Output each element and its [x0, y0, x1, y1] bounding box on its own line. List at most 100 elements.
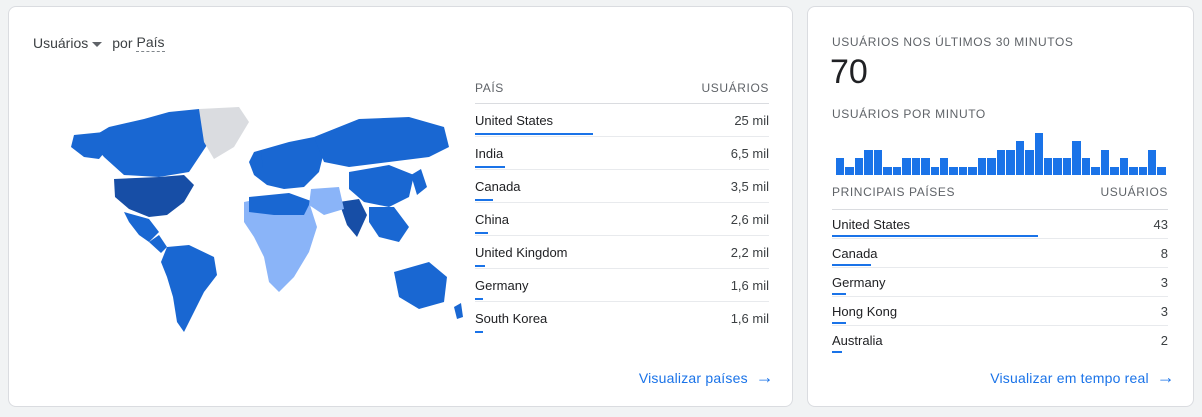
map-canada[interactable]	[89, 109, 214, 177]
per-minute-bar[interactable]	[902, 158, 911, 175]
top-country-row[interactable]: United States 43	[832, 210, 1168, 239]
per-minute-bar[interactable]	[1025, 149, 1034, 175]
map-africa[interactable]	[244, 195, 317, 292]
col-country-header: PAÍS	[475, 81, 504, 95]
country-row[interactable]: Canada 3,5 mil	[475, 170, 769, 203]
top-country-name: United States	[832, 217, 911, 232]
country-users: 1,6 mil	[730, 278, 769, 293]
per-minute-bar[interactable]	[1147, 149, 1157, 175]
per-minute-bar[interactable]	[1006, 149, 1015, 175]
map-japan-korea[interactable]	[411, 169, 427, 195]
per-minute-bar[interactable]	[1043, 158, 1053, 175]
per-minute-bar[interactable]	[1157, 166, 1166, 175]
per-minute-bar[interactable]	[1129, 166, 1138, 175]
arrow-right-icon[interactable]: →	[1156, 367, 1175, 387]
top-country-name: Canada	[832, 246, 878, 261]
top-country-share-bar	[832, 264, 872, 266]
per-minute-bar[interactable]	[1034, 133, 1043, 175]
map-india[interactable]	[339, 199, 367, 237]
country-row[interactable]: China 2,6 mil	[475, 203, 769, 236]
per-minute-label: USUÁRIOS POR MINUTO	[832, 107, 986, 121]
per-minute-bar[interactable]	[836, 158, 845, 175]
country-users: 3,5 mil	[730, 179, 769, 194]
per-minute-bar[interactable]	[845, 166, 854, 175]
top-country-row[interactable]: Germany 3	[832, 268, 1168, 297]
per-minute-bar[interactable]	[911, 158, 921, 175]
world-map[interactable]	[49, 97, 469, 337]
metric-dimension-selector[interactable]: Usuários por País	[33, 34, 165, 52]
map-russia[interactable]	[314, 117, 449, 167]
country-row[interactable]: India 6,5 mil	[475, 137, 769, 170]
country-share-bar	[475, 199, 493, 201]
per-minute-bar[interactable]	[1100, 149, 1110, 175]
per-minute-bar[interactable]	[864, 149, 873, 175]
per-minute-bar[interactable]	[1091, 166, 1100, 175]
per-minute-bar[interactable]	[1138, 166, 1147, 175]
per-minute-bar[interactable]	[921, 158, 930, 175]
per-minute-bar[interactable]	[930, 166, 939, 175]
per-minute-bar[interactable]	[1119, 158, 1129, 175]
view-countries-label[interactable]: Visualizar países	[638, 369, 748, 386]
country-users: 6,5 mil	[730, 146, 769, 161]
per-minute-bar[interactable]	[1081, 158, 1091, 175]
per-minute-bar[interactable]	[892, 166, 902, 175]
top-country-row[interactable]: Hong Kong 3	[832, 297, 1168, 326]
country-share-bar	[475, 331, 483, 333]
top-country-row[interactable]: Canada 8	[832, 239, 1168, 268]
arrow-right-icon[interactable]: →	[755, 367, 774, 387]
country-name: India	[475, 146, 504, 161]
view-countries-link[interactable]: Visualizar países →	[639, 367, 774, 388]
country-name: South Korea	[475, 311, 548, 326]
per-minute-bar[interactable]	[987, 158, 996, 175]
country-row[interactable]: United Kingdom 2,2 mil	[475, 236, 769, 269]
map-central-america[interactable]	[149, 235, 167, 253]
per-minute-bar[interactable]	[1062, 158, 1072, 175]
top-country-share-bar	[832, 293, 847, 295]
country-share-bar	[475, 166, 505, 168]
per-minute-bar[interactable]	[977, 158, 987, 175]
country-share-bar	[475, 232, 488, 234]
per-minute-bar[interactable]	[1110, 166, 1119, 175]
per-minute-bar[interactable]	[968, 166, 977, 175]
per-minute-bar[interactable]	[1053, 158, 1062, 175]
map-alaska[interactable]	[71, 132, 109, 159]
map-mexico[interactable]	[124, 212, 159, 242]
per-minute-bar[interactable]	[958, 166, 968, 175]
map-australia[interactable]	[394, 262, 447, 309]
per-minute-bar[interactable]	[883, 166, 892, 175]
per-minute-bar[interactable]	[873, 149, 883, 175]
view-realtime-link[interactable]: Visualizar em tempo real →	[990, 367, 1175, 388]
top-country-name: Australia	[832, 333, 883, 348]
map-uk[interactable]	[254, 153, 263, 169]
dimension-label[interactable]: País	[136, 34, 165, 52]
map-south-america[interactable]	[161, 245, 217, 332]
users-by-country-card: Usuários por País PAÍS USUÁRIOS	[8, 6, 793, 407]
map-new-zealand[interactable]	[454, 303, 463, 319]
top-country-users: 3	[1160, 275, 1168, 290]
country-name: China	[475, 212, 509, 227]
map-middle-east[interactable]	[309, 187, 344, 215]
per-minute-bar[interactable]	[1072, 141, 1081, 175]
per-minute-chart[interactable]	[836, 131, 1166, 175]
top-country-row[interactable]: Australia 2	[832, 326, 1168, 354]
top-country-share-bar	[832, 235, 1038, 237]
map-greenland[interactable]	[199, 107, 249, 159]
per-minute-bar[interactable]	[854, 158, 864, 175]
per-minute-bar[interactable]	[1015, 141, 1025, 175]
country-row[interactable]: South Korea 1,6 mil	[475, 302, 769, 334]
per-minute-bar[interactable]	[996, 149, 1006, 175]
view-realtime-label[interactable]: Visualizar em tempo real	[990, 369, 1149, 386]
country-row[interactable]: Germany 1,6 mil	[475, 269, 769, 302]
country-users: 1,6 mil	[730, 311, 769, 326]
metric-dropdown-label[interactable]: Usuários	[33, 35, 89, 51]
map-europe[interactable]	[249, 137, 324, 189]
map-se-asia[interactable]	[369, 207, 409, 242]
country-row[interactable]: United States 25 mil	[475, 104, 769, 137]
top-country-share-bar	[832, 351, 843, 353]
per-minute-bar[interactable]	[939, 158, 949, 175]
per-minute-bar[interactable]	[949, 166, 958, 175]
caret-down-icon[interactable]	[92, 41, 103, 47]
map-united-states[interactable]	[114, 175, 194, 217]
map-china[interactable]	[349, 165, 414, 207]
map-africa-north[interactable]	[249, 193, 311, 215]
